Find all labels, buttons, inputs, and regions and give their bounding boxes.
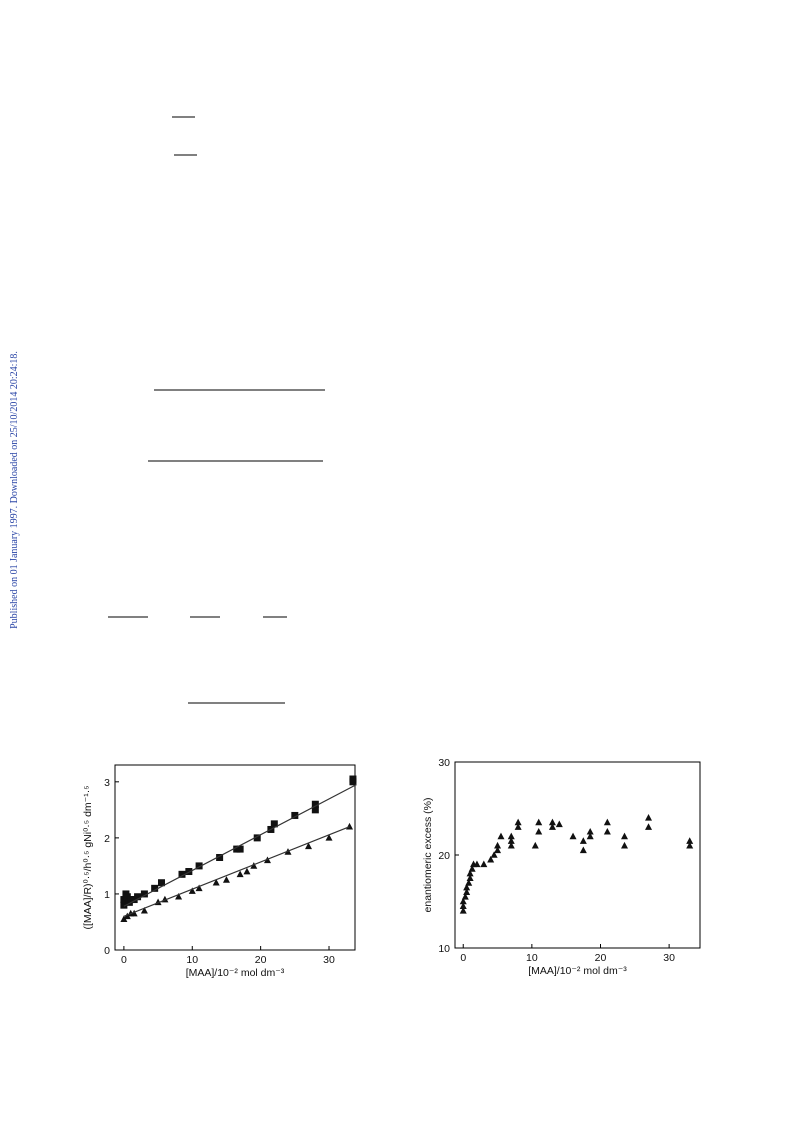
square-point: [151, 884, 159, 892]
triangle-point: [222, 876, 230, 883]
square-point: [253, 834, 261, 842]
triangle-point: [497, 832, 505, 840]
square-point: [120, 901, 128, 909]
triangle-point: [175, 892, 183, 900]
triangle-point: [507, 832, 515, 840]
plot-frame: [114, 764, 356, 951]
triangle-point: [514, 823, 522, 830]
triangle-point: [243, 867, 251, 875]
triangle-point: [586, 827, 594, 835]
triangle-point: [603, 827, 611, 835]
triangle-point: [236, 870, 244, 878]
triangle-point: [463, 888, 471, 895]
triangle-point: [463, 883, 471, 891]
square-point: [270, 820, 278, 828]
fit-line: [123, 826, 350, 917]
triangle-point: [480, 860, 488, 868]
triangle-point: [569, 832, 577, 840]
x-axis-label: [MAA]/10⁻² mol dm⁻³: [186, 967, 285, 979]
x-tick-label: 20: [595, 952, 607, 964]
y-tick-label: 1: [104, 889, 110, 901]
square-point: [140, 890, 148, 898]
triangle-point: [487, 855, 495, 863]
square-point: [195, 862, 203, 870]
triangle-point: [535, 827, 543, 835]
triangle-point: [494, 846, 502, 854]
y-tick-label: 2: [104, 833, 110, 845]
square-point: [349, 775, 357, 783]
triangle-point: [461, 893, 469, 900]
triangle-point: [130, 909, 138, 917]
triangle-point: [459, 907, 467, 914]
triangle-point: [548, 823, 556, 830]
triangle-point: [195, 884, 203, 892]
y-axis-label: enantiomeric excess (%): [422, 798, 434, 913]
triangle-point: [188, 887, 196, 894]
y-tick-label: 0: [104, 945, 110, 957]
triangle-point: [305, 842, 313, 850]
triangle-point: [621, 841, 629, 849]
square-point: [311, 800, 319, 808]
triangle-point: [514, 818, 522, 826]
triangle-point: [579, 846, 587, 854]
triangle-point: [645, 814, 653, 821]
x-tick-label: 30: [663, 952, 675, 964]
triangle-point: [555, 820, 563, 828]
triangle-point: [473, 860, 481, 868]
square-point: [185, 868, 193, 876]
triangle-point: [466, 869, 474, 877]
triangle-point: [490, 851, 498, 858]
y-tick-label: 30: [438, 757, 450, 769]
triangle-point: [123, 912, 131, 920]
y-axis-label: ([MAA]/R)⁰·⁵/h⁰·⁵ gNi⁰·⁵ dm⁻¹·⁵: [82, 785, 94, 929]
triangle-point: [686, 837, 694, 844]
triangle-point: [507, 837, 515, 844]
square-point: [178, 870, 186, 878]
triangle-point: [548, 818, 556, 826]
square-point: [157, 879, 165, 887]
triangle-point: [140, 906, 148, 914]
triangle-point: [603, 818, 611, 826]
x-tick-label: 0: [121, 954, 127, 966]
triangle-point: [212, 878, 220, 886]
download-note: Published on 01 January 1997. Downloaded…: [9, 351, 20, 629]
triangle-point: [459, 902, 467, 909]
triangle-point: [645, 823, 653, 830]
y-tick-label: 10: [438, 943, 450, 955]
triangle-point: [459, 897, 467, 905]
fit-line: [123, 784, 357, 907]
x-axis-label: [MAA]/10⁻² mol dm⁻³: [528, 965, 627, 977]
triangle-point: [531, 841, 539, 849]
square-point: [236, 845, 244, 853]
triangle-point: [120, 915, 128, 922]
triangle-point: [621, 832, 629, 840]
square-point: [311, 806, 319, 814]
x-tick-label: 10: [526, 952, 538, 964]
triangle-point: [686, 841, 694, 849]
x-tick-label: 10: [186, 954, 198, 966]
x-tick-label: 30: [323, 954, 335, 966]
triangle-point: [579, 837, 587, 844]
triangle-point: [468, 865, 476, 872]
triangle-point: [466, 874, 474, 882]
triangle-point: [586, 832, 594, 840]
triangle-point: [465, 879, 473, 886]
triangle-point: [325, 834, 333, 841]
x-tick-label: 20: [255, 954, 267, 966]
triangle-point: [250, 862, 258, 869]
y-tick-label: 3: [104, 777, 110, 789]
y-tick-label: 20: [438, 850, 450, 862]
square-point: [216, 854, 224, 861]
triangle-point: [494, 841, 502, 849]
x-tick-label: 0: [460, 952, 466, 964]
square-point: [291, 811, 299, 819]
square-point: [134, 893, 142, 901]
triangle-point: [507, 841, 515, 849]
triangle-point: [535, 818, 543, 826]
